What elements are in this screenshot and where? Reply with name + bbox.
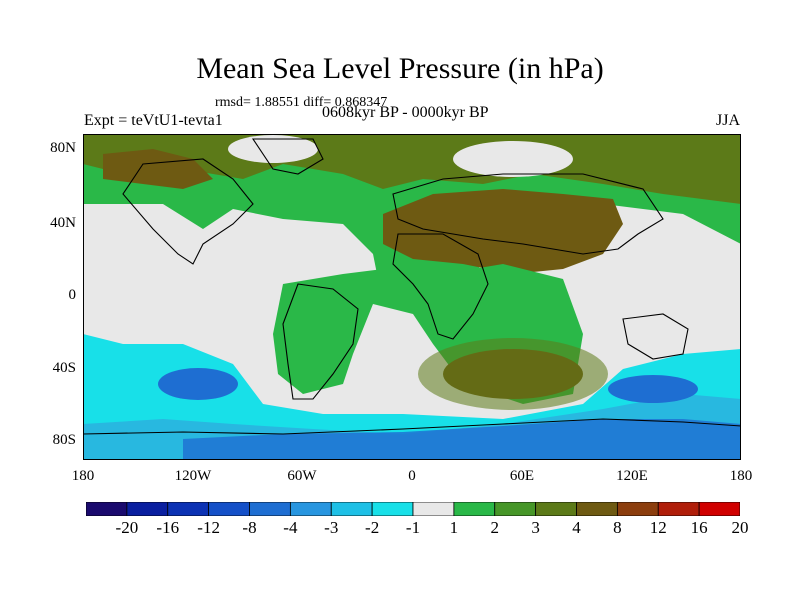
coastlines xyxy=(83,138,741,435)
colorbar-label: 3 xyxy=(531,518,540,537)
colorbar xyxy=(86,502,740,516)
lon-label-120w: 120W xyxy=(174,468,212,484)
colorbar-label: -1 xyxy=(405,518,421,537)
na-brown-region xyxy=(103,149,213,189)
lat-label-40n: 40N xyxy=(50,215,76,231)
colorbar-label: -2 xyxy=(365,518,380,537)
colorbar-swatch xyxy=(330,502,373,516)
colorbar-label: -8 xyxy=(242,518,257,537)
lon-label-60w: 60W xyxy=(287,468,317,484)
colorbar-label: 16 xyxy=(690,518,708,537)
indian-blue-low xyxy=(608,375,698,403)
lon-label-180w: 180 xyxy=(71,468,95,484)
colorbar-swatch xyxy=(412,502,455,516)
lon-label-60e: 60E xyxy=(509,468,535,484)
season-label: JJA xyxy=(716,112,741,129)
colorbar-swatch xyxy=(208,502,250,516)
map-title: Mean Sea Level Pressure (in hPa) xyxy=(196,52,604,85)
colorbar-swatch xyxy=(616,502,659,516)
colorbar-swatch xyxy=(249,502,291,516)
map-frame xyxy=(83,134,741,460)
colorbar-swatch xyxy=(126,502,169,516)
lon-label-120e: 120E xyxy=(616,468,648,484)
colorbar-label: 12 xyxy=(649,518,667,537)
colorbar-label: -16 xyxy=(156,518,180,537)
colorbar-label: -12 xyxy=(197,518,220,537)
colorbar-label: -3 xyxy=(324,518,339,537)
colorbar-label: -4 xyxy=(283,518,298,537)
colorbar-label: 1 xyxy=(449,518,459,537)
colorbar-label: 2 xyxy=(490,518,500,537)
colorbar-swatch xyxy=(86,502,128,516)
period-text: 0608kyr BP - 0000kyr BP xyxy=(322,104,489,121)
arctic-neutral-region xyxy=(453,141,573,177)
pacific-blue-low xyxy=(158,368,238,400)
colorbar-swatch xyxy=(289,502,332,516)
colorbar-label: -20 xyxy=(115,518,139,537)
colorbar-label: 8 xyxy=(613,518,622,537)
colorbar-swatch xyxy=(453,502,496,516)
colorbar-label: 20 xyxy=(731,518,749,537)
colorbar-swatch xyxy=(576,502,618,516)
pressure-anomaly-map xyxy=(83,134,741,460)
colorbar-swatch xyxy=(494,502,537,516)
colorbar-swatch xyxy=(167,502,210,516)
lat-label-80n: 80N xyxy=(50,140,76,156)
lat-label-0: 0 xyxy=(68,287,77,303)
colorbar-swatch xyxy=(535,502,577,516)
colorbar-swatch xyxy=(371,502,414,516)
experiment-label: Expt = teVtU1-tevta1 xyxy=(84,112,223,129)
lat-label-40s: 40S xyxy=(52,360,76,376)
colorbar-swatch xyxy=(657,502,700,516)
colorbar-label: 4 xyxy=(572,518,581,537)
antarctic-blue-region xyxy=(183,419,741,460)
eurasia-brown-region xyxy=(383,189,623,274)
greenland-neutral-region xyxy=(228,135,318,163)
colorbar-swatch xyxy=(698,502,740,516)
lat-label-80s: 80S xyxy=(52,432,76,448)
lon-label-0: 0 xyxy=(408,468,416,484)
south-atlantic-olive-region xyxy=(418,338,608,410)
stats-text: rmsd= 1.88551 diff= 0.868347 xyxy=(215,95,388,110)
lon-label-180e: 180 xyxy=(729,468,753,484)
